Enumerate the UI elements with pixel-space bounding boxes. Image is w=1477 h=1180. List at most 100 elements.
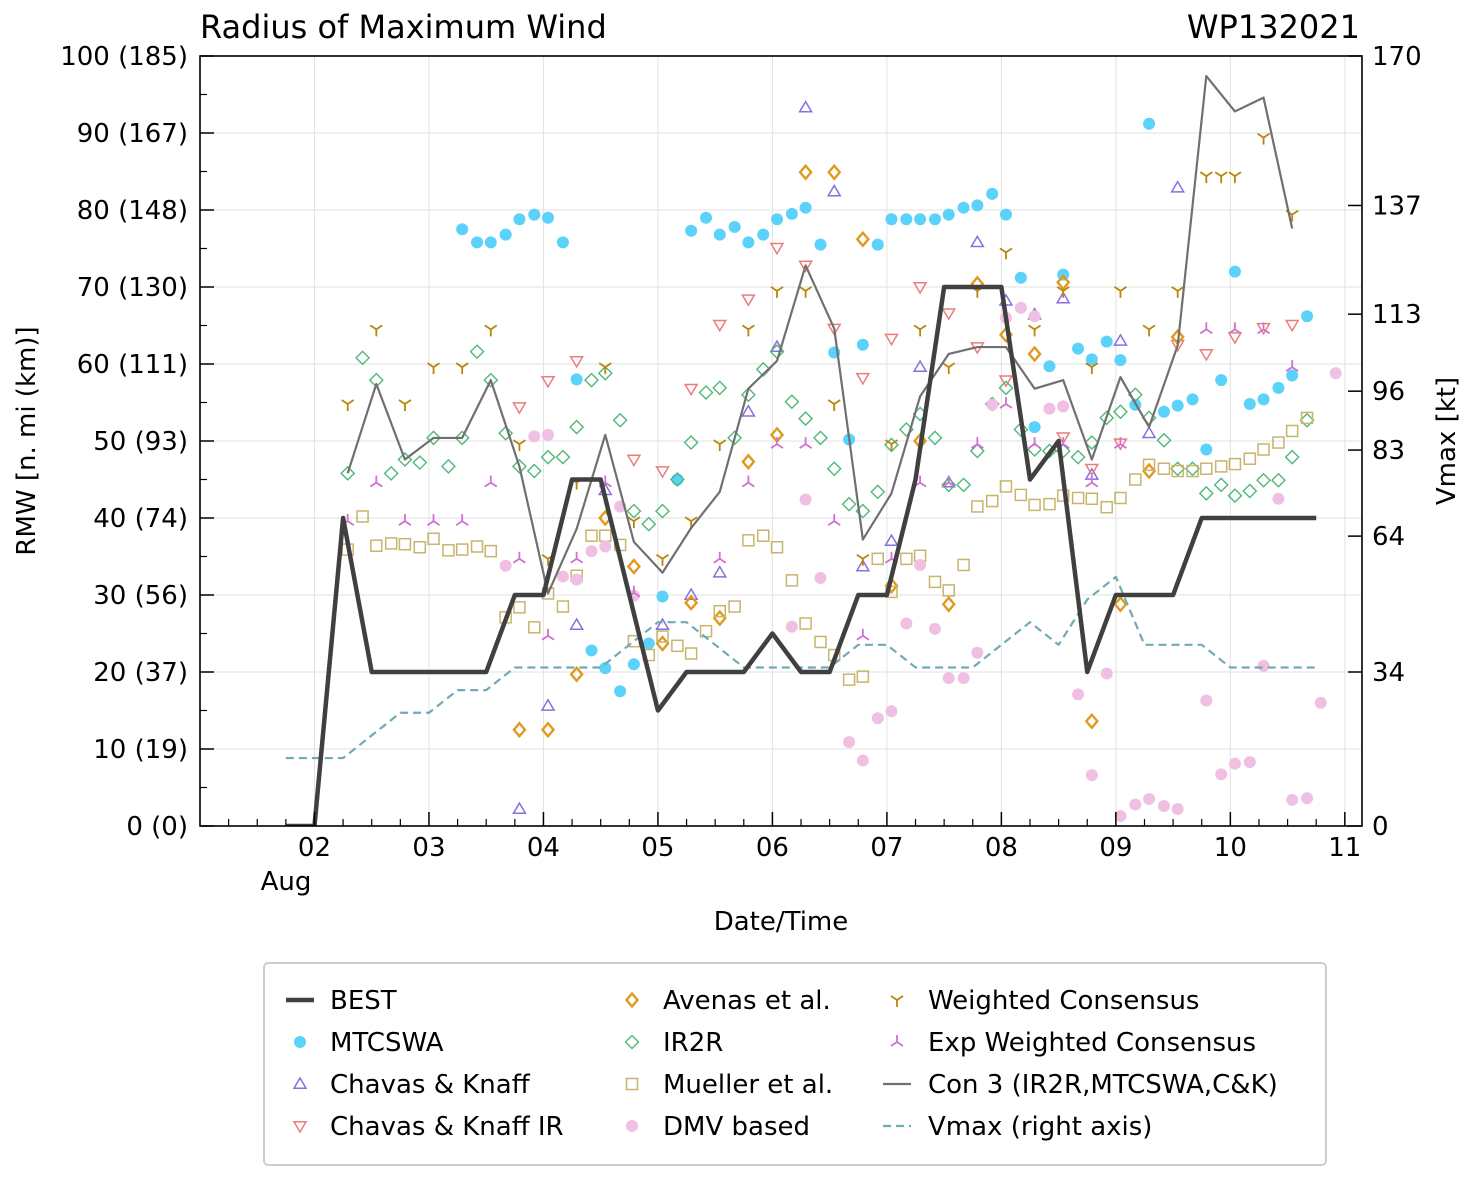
marker-stroke	[1034, 443, 1042, 449]
y-right-tick-label: 113	[1372, 300, 1422, 330]
legend-label: Vmax (right axis)	[928, 1112, 1152, 1142]
marker-stroke	[884, 558, 892, 564]
mueller-et-al-point	[728, 600, 741, 613]
y-tick-label: 0 (0)	[126, 812, 188, 842]
mueller-et-al-point	[1243, 452, 1257, 465]
dmv-based-point	[1200, 694, 1213, 707]
mueller-et-al-point	[799, 617, 812, 630]
dmv-based-point	[599, 540, 612, 553]
marker-stroke	[948, 362, 956, 368]
legend-item-weighted-consensus: Weighted Consensus	[890, 986, 1199, 1016]
dmv-based-point	[570, 573, 583, 586]
marker-stroke	[375, 324, 383, 331]
legend-swatch	[625, 1077, 639, 1091]
marker-stroke	[919, 481, 927, 488]
mtcswa-point	[1014, 271, 1027, 284]
marker-stroke	[890, 995, 898, 1001]
chavas-knaff-ir-point	[798, 260, 813, 273]
weighted-consensus-point	[484, 324, 498, 337]
mtcswa-point	[1143, 117, 1156, 130]
chavas-knaff-point	[970, 234, 985, 248]
mtcswa-point	[471, 236, 484, 249]
x-axis-label: Date/Time	[714, 907, 849, 937]
avenas-et-al-point	[1084, 712, 1099, 730]
weighted-consensus-point	[427, 362, 441, 375]
mtcswa-point	[528, 208, 541, 221]
mtcswa-point	[1072, 342, 1085, 355]
avenas-et-al-point	[684, 594, 699, 612]
weighted-consensus-point	[999, 247, 1013, 260]
avenas-et-al-point	[855, 230, 870, 248]
marker-stroke	[890, 1041, 898, 1047]
weighted-consensus-point	[741, 324, 755, 337]
chavas-knaff-point	[712, 565, 728, 578]
mtcswa-point	[942, 208, 955, 221]
mtcswa-point	[1085, 353, 1098, 366]
best-line	[285, 284, 1317, 826]
ir2r-point	[498, 425, 514, 441]
marker-stroke	[347, 520, 355, 526]
marker-stroke	[770, 443, 778, 449]
legend-box	[263, 962, 1327, 1166]
ir2r-point	[626, 503, 642, 519]
marker-stroke	[1091, 362, 1099, 368]
marker-stroke	[719, 439, 727, 445]
mtcswa-point	[627, 658, 640, 671]
y-tick-label: 10 (19)	[93, 735, 188, 765]
marker-stroke	[541, 635, 549, 641]
marker-stroke	[1257, 132, 1265, 139]
ir2r-point	[340, 465, 356, 481]
legend-label: Mueller et al.	[663, 1070, 833, 1100]
ir2r-point	[440, 458, 456, 474]
legend-item-ir2r: IR2R	[624, 1028, 723, 1058]
ir2r-point	[698, 385, 714, 400]
x-tick-label: 07	[870, 833, 903, 863]
marker-stroke	[369, 324, 377, 331]
x-tick-label: 11	[1328, 833, 1361, 863]
dmv-based-point	[528, 430, 541, 443]
vmax-right-axis-line	[285, 575, 1317, 760]
mueller-et-al-point	[484, 544, 498, 558]
mueller-et-al-point	[671, 639, 684, 653]
exp-weighted-consensus-point	[484, 475, 498, 488]
mtcswa-point	[742, 236, 755, 249]
y-axis-label: RMW [n. mi (km)]	[12, 326, 42, 555]
ir2r-point	[755, 361, 771, 377]
mtcswa-point	[599, 662, 612, 675]
ir2r-point	[1284, 449, 1300, 465]
ir2r-point	[412, 455, 428, 471]
series-weighted-consensus	[341, 132, 1299, 566]
legend-item-mueller-et-al: Mueller et al.	[625, 1070, 833, 1100]
marker-stroke	[833, 399, 841, 405]
weighted-consensus-point	[913, 324, 927, 337]
marker-stroke	[1148, 324, 1156, 331]
dmv-based-point	[499, 559, 512, 572]
dmv-based-point	[1301, 792, 1314, 805]
mtcswa-point	[999, 208, 1012, 221]
dmv-based-point	[1157, 799, 1170, 812]
x-tick-label: 09	[1099, 833, 1132, 863]
series-dmv-based	[499, 301, 1342, 822]
mtcswa-point	[484, 236, 497, 249]
exp-weighted-consensus-point	[827, 514, 841, 526]
mtcswa-point	[556, 236, 569, 249]
mtcswa-point	[1272, 381, 1285, 394]
avenas-et-al-point	[712, 609, 727, 627]
chavas-knaff-point	[769, 339, 785, 353]
marker-stroke	[347, 399, 355, 405]
dmv-based-point	[814, 572, 827, 585]
marker-stroke	[433, 520, 441, 526]
chavas-knaff-point	[1055, 291, 1071, 304]
mueller-et-al-point	[398, 537, 412, 551]
ir2r-point	[454, 430, 470, 446]
mtcswa-point	[971, 199, 984, 212]
legend-label: Weighted Consensus	[928, 986, 1199, 1016]
marker-stroke	[512, 558, 520, 564]
y-right-tick-label: 137	[1372, 191, 1422, 221]
ir2r-point	[727, 430, 743, 446]
mueller-et-al-point	[470, 540, 484, 553]
marker-stroke	[684, 516, 692, 522]
series-mueller-et-al	[341, 411, 1314, 686]
chavas-knaff-ir-point	[1227, 332, 1243, 345]
